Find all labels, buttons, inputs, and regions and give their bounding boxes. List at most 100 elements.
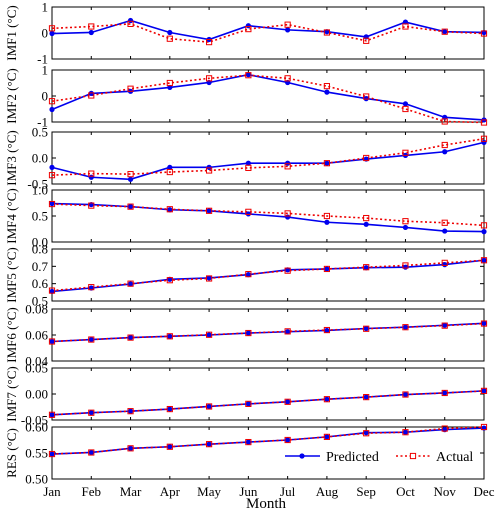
y-axis-label: IMF5 (°C)	[4, 247, 19, 302]
point-actual	[284, 328, 291, 335]
point-predicted	[167, 207, 173, 213]
x-tick-label: Mar	[120, 484, 142, 499]
point-predicted	[481, 320, 487, 326]
point-actual	[245, 438, 252, 446]
point-predicted	[167, 333, 173, 339]
point-predicted	[245, 401, 251, 407]
chart-panel-7: -0.05 0.00 0.05 IMF7 (°C)	[4, 361, 488, 428]
point-predicted	[206, 332, 212, 338]
y-axis-label: RES (°C)	[4, 428, 19, 478]
x-tick-label: Nov	[434, 484, 457, 499]
point-actual	[205, 331, 213, 338]
point-actual	[402, 218, 409, 225]
point-actual	[48, 98, 56, 105]
y-tick-label: -1	[37, 52, 48, 67]
point-actual	[402, 324, 409, 331]
y-axis-label: IMF7 (°C)	[4, 366, 19, 421]
point-actual	[166, 35, 173, 42]
point-predicted	[442, 149, 448, 155]
point-actual	[48, 450, 56, 458]
point-predicted	[285, 329, 291, 335]
point-predicted	[324, 29, 330, 35]
point-actual	[245, 164, 252, 171]
point-actual	[480, 257, 488, 264]
point-actual	[441, 28, 448, 35]
point-actual	[480, 423, 488, 431]
point-actual	[363, 93, 370, 100]
point-predicted	[206, 208, 212, 214]
point-predicted	[245, 211, 251, 217]
x-tick-label: Feb	[82, 484, 102, 499]
series-line-actual	[51, 390, 485, 416]
point-actual	[441, 259, 448, 266]
point-predicted	[481, 388, 487, 394]
series-line-actual	[51, 137, 485, 176]
chart-legend: Predicted Actual	[285, 450, 473, 465]
point-predicted	[245, 23, 251, 29]
point-predicted	[402, 391, 409, 398]
point-predicted	[402, 264, 409, 270]
y-tick-label: 0.7	[32, 259, 49, 274]
y-axis-label: IMF4 (°C)	[4, 188, 19, 243]
chart-panels: -1 0 1 IMF1 (°C) -1 0 1 IMF2 (°C) -0.5 0.0 0.5 IMF3…	[4, 0, 488, 487]
x-tick-label: Apr	[160, 484, 181, 499]
series-line-predicted	[51, 19, 485, 41]
point-actual	[127, 334, 134, 341]
point-actual	[284, 210, 291, 217]
point-actual	[88, 23, 95, 30]
y-tick-label: 0.5	[32, 125, 48, 140]
point-actual	[166, 168, 173, 176]
y-tick-label: 1	[42, 63, 49, 78]
point-actual	[166, 206, 173, 213]
point-actual	[166, 405, 173, 413]
point-actual	[284, 163, 291, 170]
point-actual	[363, 37, 370, 44]
point-actual	[441, 118, 448, 125]
point-actual	[205, 167, 213, 174]
legend-predicted-marker	[299, 453, 305, 459]
x-tick-label: Jun	[239, 484, 258, 499]
point-actual	[441, 389, 448, 397]
point-actual	[127, 203, 134, 210]
chart-panel-8: 0.50 0.55 0.60 RES (°C)	[4, 420, 488, 487]
point-actual	[205, 39, 213, 46]
x-tick-label: Sep	[356, 484, 376, 499]
y-tick-label: 1	[42, 0, 49, 15]
legend-predicted-label: Predicted	[326, 450, 379, 465]
point-actual	[48, 338, 56, 345]
y-tick-label: 0.55	[25, 446, 48, 461]
point-predicted	[167, 29, 173, 36]
point-predicted	[49, 338, 55, 345]
point-actual	[284, 398, 291, 405]
point-predicted	[363, 221, 369, 227]
y-tick-label: 0.04	[25, 354, 48, 369]
point-predicted	[481, 257, 487, 263]
y-tick-label: 0.50	[25, 472, 48, 487]
chart-panel-2: -1 0 1 IMF2 (°C)	[4, 63, 488, 130]
point-predicted	[49, 200, 55, 207]
y-tick-label: -0.05	[21, 413, 48, 428]
point-actual	[323, 265, 331, 273]
point-predicted	[127, 176, 134, 182]
x-tick-label: Jul	[280, 484, 296, 499]
point-actual	[480, 135, 488, 142]
panel-frame	[51, 426, 485, 480]
point-actual	[205, 441, 213, 448]
point-predicted	[167, 406, 173, 412]
point-predicted	[127, 335, 134, 341]
point-predicted	[245, 439, 251, 445]
point-actual	[402, 262, 409, 269]
legend-actual-marker	[409, 452, 417, 460]
point-predicted	[167, 84, 173, 91]
point-predicted	[245, 160, 251, 166]
point-predicted	[127, 408, 134, 414]
point-actual	[127, 445, 134, 452]
point-actual	[88, 170, 95, 177]
y-tick-label: 0.06	[25, 328, 48, 343]
point-actual	[166, 79, 173, 87]
point-actual	[127, 408, 134, 415]
point-actual	[402, 105, 409, 113]
panel-frame	[51, 248, 485, 302]
point-actual	[323, 433, 331, 440]
y-tick-label: 0.00	[25, 387, 48, 402]
